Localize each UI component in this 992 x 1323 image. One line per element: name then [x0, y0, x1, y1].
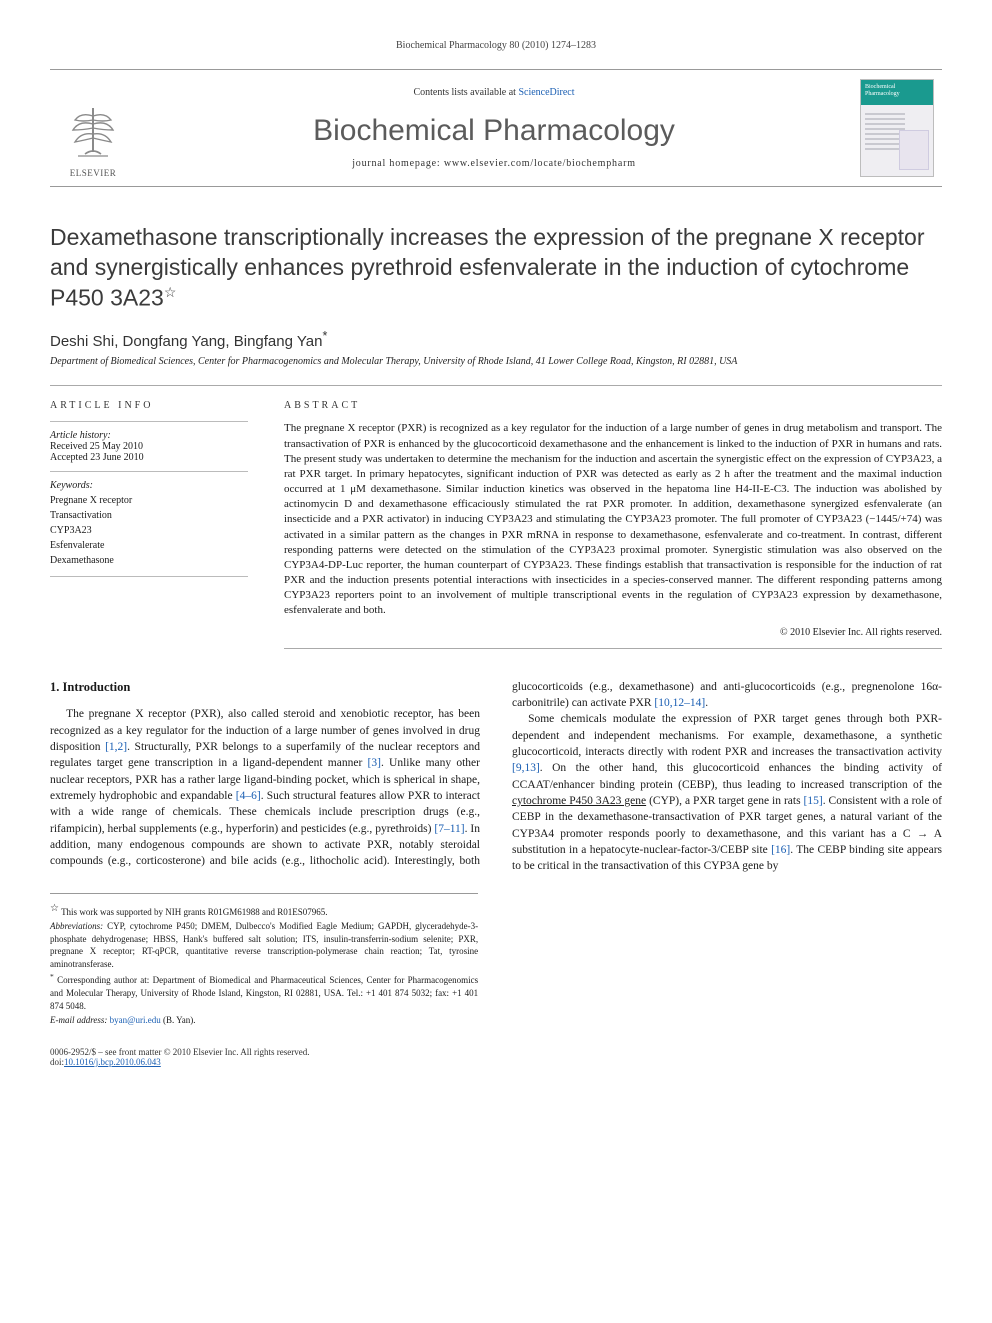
- masthead-center: Contents lists available at ScienceDirec…: [136, 70, 852, 186]
- body-text: . On the other hand, this glucocorticoid…: [512, 762, 942, 790]
- body-text: (CYP), a PXR target gene in rats: [646, 795, 803, 807]
- footnote-funding: ☆ This work was supported by NIH grants …: [50, 902, 478, 919]
- abstract-heading: ABSTRACT: [284, 400, 942, 411]
- homepage-label: journal homepage:: [352, 158, 444, 169]
- article-title-text: Dexamethasone transcriptionally increase…: [50, 224, 925, 310]
- keywords-label: Keywords:: [50, 480, 248, 491]
- keyword-item: Transactivation: [50, 508, 248, 523]
- doi-link[interactable]: 10.1016/j.bcp.2010.06.043: [64, 1057, 161, 1067]
- keywords-list: Pregnane X receptor Transactivation CYP3…: [50, 493, 248, 568]
- asterisk-icon: *: [50, 972, 54, 981]
- divider-icon: [50, 421, 248, 422]
- abbrev-text: CYP, cytochrome P450; DMEM, Dulbecco's M…: [50, 921, 478, 969]
- citation-link[interactable]: [10,12–14]: [654, 697, 705, 709]
- journal-cover-thumb: Biochemical Pharmacology: [860, 79, 934, 177]
- citation-link[interactable]: [7–11]: [434, 823, 464, 835]
- citation-link[interactable]: [9,13]: [512, 762, 540, 774]
- history-received: Received 25 May 2010: [50, 441, 248, 452]
- body-paragraph: Some chemicals modulate the expression o…: [512, 711, 942, 874]
- cover-thumb-wrap: Biochemical Pharmacology: [852, 70, 942, 186]
- footnote-funding-text: This work was supported by NIH grants R0…: [61, 907, 327, 917]
- journal-name: Biochemical Pharmacology: [313, 114, 675, 148]
- homepage-url[interactable]: www.elsevier.com/locate/biochempharm: [444, 158, 636, 169]
- contents-available-line: Contents lists available at ScienceDirec…: [413, 87, 574, 98]
- footnote-abbrev: Abbreviations: CYP, cytochrome P450; DME…: [50, 920, 478, 970]
- footnote-corresponding: * Corresponding author at: Department of…: [50, 972, 478, 1012]
- citation-link[interactable]: [4–6]: [236, 790, 261, 802]
- citation-link[interactable]: [16]: [771, 844, 790, 856]
- elsevier-tree-icon: [63, 102, 123, 162]
- article-info-heading: ARTICLE INFO: [50, 400, 248, 411]
- doi-line: doi:10.1016/j.bcp.2010.06.043: [50, 1057, 942, 1067]
- corresponding-mark: *: [322, 329, 327, 343]
- footnotes: ☆ This work was supported by NIH grants …: [50, 893, 478, 1027]
- publisher-name: ELSEVIER: [70, 168, 117, 178]
- email-link[interactable]: byan@uri.edu: [110, 1015, 161, 1025]
- abbrev-label: Abbreviations:: [50, 921, 103, 931]
- citation-link[interactable]: [3]: [368, 757, 381, 769]
- star-icon: ☆: [50, 903, 59, 914]
- authors-line: Deshi Shi, Dongfang Yang, Bingfang Yan*: [50, 329, 942, 350]
- contents-prefix: Contents lists available at: [413, 87, 518, 98]
- email-suffix: (B. Yan).: [161, 1015, 196, 1025]
- citation-link[interactable]: [1,2]: [105, 741, 127, 753]
- keyword-item: Esfenvalerate: [50, 538, 248, 553]
- body-text: . Such structural features allow: [261, 790, 408, 802]
- title-footnote-star-icon: ☆: [164, 284, 177, 300]
- cover-thumb-title: Biochemical Pharmacology: [865, 84, 929, 97]
- footnote-email: E-mail address: byan@uri.edu (B. Yan).: [50, 1014, 478, 1027]
- keyword-item: CYP3A23: [50, 523, 248, 538]
- info-abstract-row: ARTICLE INFO Article history: Received 2…: [50, 400, 942, 648]
- history-accepted: Accepted 23 June 2010: [50, 452, 248, 463]
- section-heading: 1. Introduction: [50, 679, 480, 697]
- masthead: ELSEVIER Contents lists available at Sci…: [50, 69, 942, 187]
- body-two-column: 1. Introduction The pregnane X receptor …: [50, 679, 942, 875]
- authors-text: Deshi Shi, Dongfang Yang, Bingfang Yan: [50, 333, 322, 350]
- affiliation: Department of Biomedical Sciences, Cente…: [50, 356, 942, 367]
- front-matter-line: 0006-2952/$ – see front matter © 2010 El…: [50, 1047, 942, 1057]
- article-info-column: ARTICLE INFO Article history: Received 2…: [50, 400, 248, 648]
- journal-homepage-line: journal homepage: www.elsevier.com/locat…: [352, 158, 636, 169]
- history-label: Article history:: [50, 430, 248, 441]
- divider-icon: [50, 385, 942, 386]
- divider-icon: [50, 471, 248, 472]
- abstract-text: The pregnane X receptor (PXR) is recogni…: [284, 421, 942, 618]
- doi-label: doi:: [50, 1057, 64, 1067]
- body-text: .: [705, 697, 708, 709]
- corresponding-text: Corresponding author at: Department of B…: [50, 975, 478, 1010]
- abstract-column: ABSTRACT The pregnane X receptor (PXR) i…: [284, 400, 942, 648]
- publisher-block: ELSEVIER: [50, 70, 136, 186]
- keyword-item: Pregnane X receptor: [50, 493, 248, 508]
- email-label: E-mail address:: [50, 1015, 110, 1025]
- underlined-term: cytochrome P450 3A23 gene: [512, 795, 646, 807]
- sciencedirect-link[interactable]: ScienceDirect: [518, 87, 574, 98]
- divider-icon: [284, 648, 942, 649]
- article-title: Dexamethasone transcriptionally increase…: [50, 223, 942, 313]
- keyword-item: Dexamethasone: [50, 553, 248, 568]
- running-head: Biochemical Pharmacology 80 (2010) 1274–…: [50, 40, 942, 51]
- abstract-copyright: © 2010 Elsevier Inc. All rights reserved…: [284, 627, 942, 638]
- divider-icon: [50, 576, 248, 577]
- citation-link[interactable]: [15]: [804, 795, 823, 807]
- cover-thumb-figure: [899, 130, 929, 170]
- bottom-bar: 0006-2952/$ – see front matter © 2010 El…: [50, 1047, 942, 1067]
- body-text: Some chemicals modulate the expression o…: [512, 713, 942, 758]
